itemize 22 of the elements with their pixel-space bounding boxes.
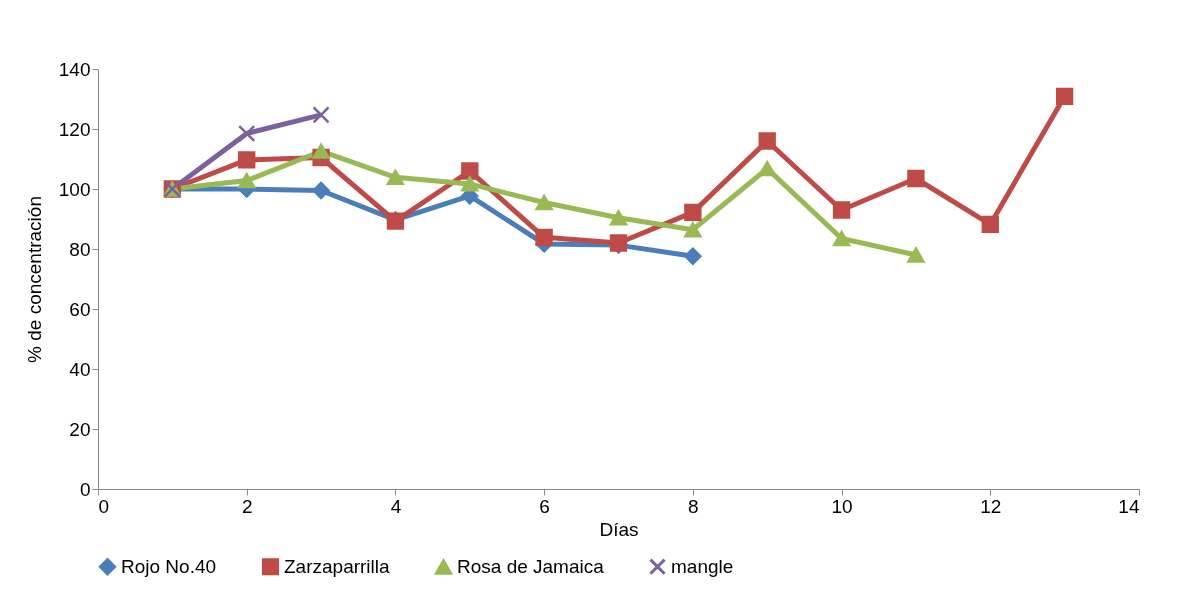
- y-axis-title: % de concentración: [23, 196, 45, 363]
- legend-label: mangle: [671, 555, 734, 577]
- legend-label: Rojo No.40: [121, 555, 217, 577]
- x-tick-label: 4: [390, 495, 402, 517]
- x-axis-title: Días: [599, 518, 639, 540]
- x-tick-label: 10: [831, 495, 853, 517]
- x-tick-label: 2: [241, 495, 253, 517]
- x-tick-label: 12: [980, 495, 1002, 517]
- legend-label: Rosa de Jamaica: [457, 556, 605, 578]
- legend-label: Zarzaparrilla: [284, 555, 391, 577]
- y-tick-label: 120: [58, 118, 91, 140]
- x-tick-label: 14: [1118, 495, 1140, 517]
- y-tick-label: 0: [79, 478, 91, 500]
- y-tick-label: 80: [69, 238, 91, 260]
- x-tick-label: 0: [98, 495, 110, 517]
- y-tick-label: 100: [58, 178, 91, 200]
- x-tick-label: 6: [539, 495, 550, 517]
- y-tick-label: 20: [69, 418, 91, 440]
- y-tick-label: 140: [58, 58, 91, 80]
- y-tick-label: 40: [69, 358, 91, 380]
- x-tick-label: 8: [688, 495, 699, 517]
- y-tick-label: 60: [69, 298, 91, 320]
